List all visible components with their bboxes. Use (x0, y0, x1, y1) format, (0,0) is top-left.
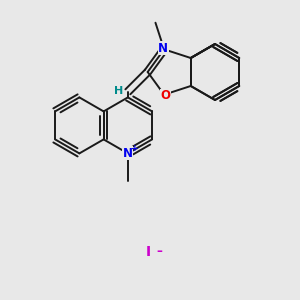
Text: H: H (114, 86, 124, 96)
Text: N: N (158, 42, 168, 55)
Text: O: O (160, 89, 170, 102)
Text: +: + (131, 144, 139, 153)
Text: N: N (123, 147, 133, 160)
Text: –: – (156, 244, 162, 257)
Text: I: I (146, 245, 151, 259)
